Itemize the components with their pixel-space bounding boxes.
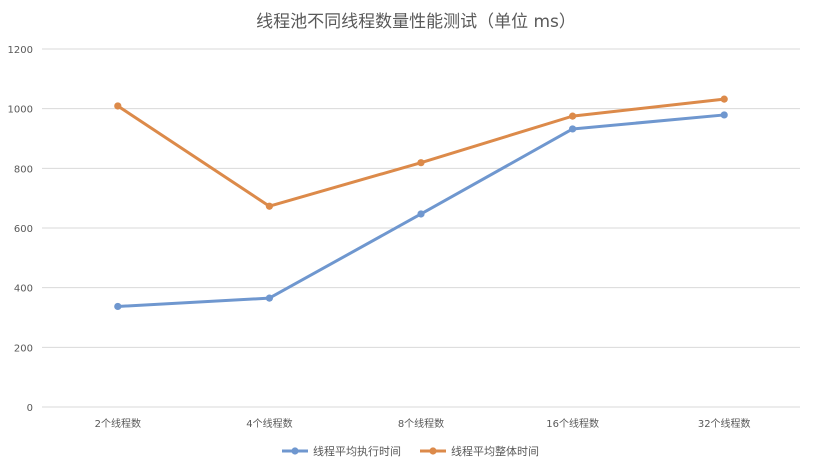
data-point bbox=[265, 294, 273, 302]
x-tick-label: 8个线程数 bbox=[398, 417, 444, 430]
data-point bbox=[114, 102, 122, 110]
data-point bbox=[569, 125, 577, 133]
legend-marker bbox=[429, 447, 437, 455]
chart-title: 线程池不同线程数量性能测试（单位 ms） bbox=[256, 12, 576, 32]
data-point bbox=[720, 111, 728, 119]
legend-label: 线程平均执行时间 bbox=[313, 444, 401, 458]
x-tick-label: 2个线程数 bbox=[95, 417, 141, 430]
x-tick-label: 4个线程数 bbox=[246, 417, 292, 430]
x-tick-label: 16个线程数 bbox=[546, 417, 599, 430]
data-point bbox=[720, 95, 728, 103]
legend-item: 线程平均整体时间 bbox=[420, 444, 539, 458]
legend-item: 线程平均执行时间 bbox=[282, 444, 401, 458]
series-1 bbox=[114, 111, 728, 311]
gridlines bbox=[42, 48, 800, 408]
series-2 bbox=[114, 95, 728, 210]
series-lines bbox=[114, 95, 728, 311]
data-point bbox=[417, 159, 425, 167]
legend: 线程平均执行时间 线程平均整体时间 bbox=[282, 444, 539, 458]
series-line bbox=[116, 97, 726, 208]
legend-marker bbox=[291, 447, 299, 455]
y-tick-label: 1200 bbox=[8, 45, 33, 56]
y-axis-tick-labels: 0 200 400 600 800 1000 1200 bbox=[8, 45, 33, 414]
data-point bbox=[417, 210, 425, 218]
y-tick-label: 1000 bbox=[8, 105, 33, 116]
data-point bbox=[569, 112, 577, 120]
y-tick-label: 0 bbox=[27, 403, 33, 414]
data-point bbox=[114, 302, 122, 311]
x-axis-tick-labels: 2个线程数 4个线程数 8个线程数 16个线程数 32个线程数 bbox=[95, 417, 751, 430]
x-tick-label: 32个线程数 bbox=[698, 417, 751, 430]
y-tick-label: 400 bbox=[14, 284, 33, 295]
y-tick-label: 600 bbox=[14, 224, 33, 235]
data-point bbox=[265, 202, 273, 210]
y-tick-label: 200 bbox=[14, 343, 33, 354]
y-tick-label: 800 bbox=[14, 164, 33, 175]
legend-label: 线程平均整体时间 bbox=[451, 444, 539, 458]
